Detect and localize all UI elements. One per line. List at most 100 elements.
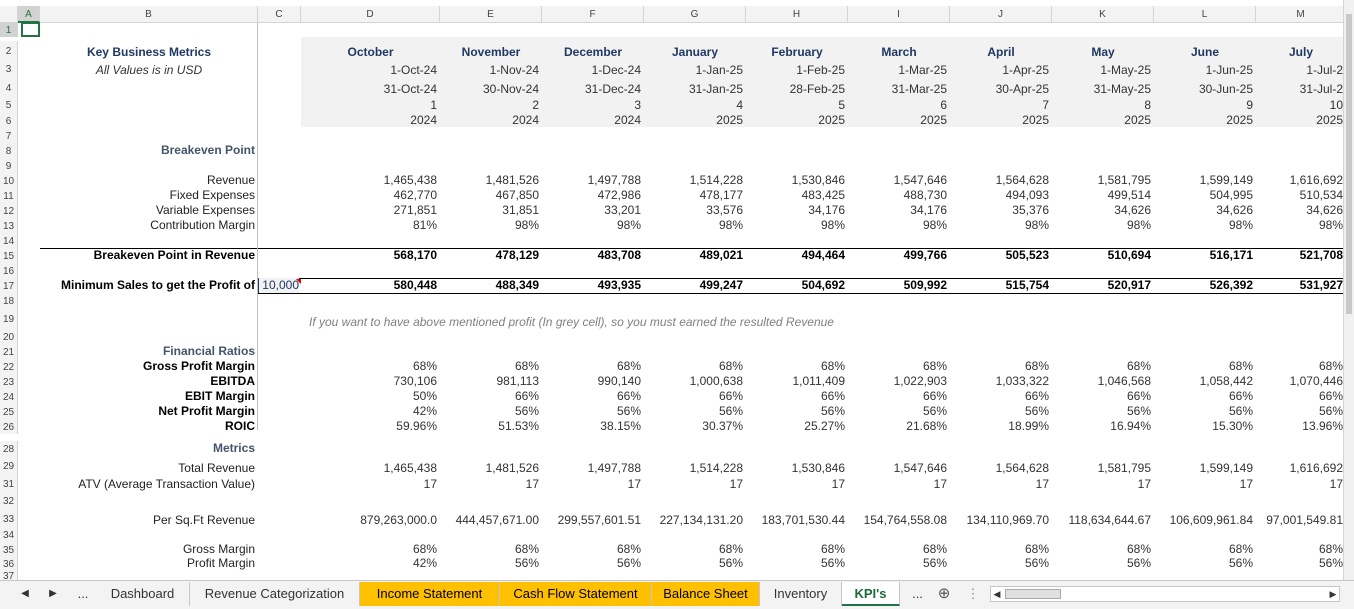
value-cell[interactable]: 68% <box>1228 359 1253 373</box>
value-cell[interactable]: 98% <box>1126 218 1151 232</box>
row-label[interactable]: Gross Profit Margin <box>142 359 255 373</box>
per-sqft-value[interactable]: 183,701,530.44 <box>761 513 845 527</box>
value-cell[interactable]: 18.99% <box>1008 419 1049 433</box>
column-header-l[interactable]: L <box>1154 6 1256 23</box>
sheet-title[interactable]: Key Business Metrics <box>86 45 212 59</box>
units-note[interactable]: All Values is in USD <box>95 63 203 77</box>
value-cell[interactable]: 33,201 <box>604 203 641 217</box>
per-sqft-value[interactable]: 106,609,961.84 <box>1169 513 1253 527</box>
value-cell[interactable]: 98% <box>514 218 539 232</box>
value-cell[interactable]: 34,176 <box>808 203 845 217</box>
scroll-left-icon[interactable]: ◀ <box>993 589 1001 599</box>
min-sales-value[interactable]: 493,935 <box>597 278 641 292</box>
profit-margin-value[interactable]: 56% <box>514 556 539 570</box>
value-cell[interactable]: 66% <box>820 389 845 403</box>
per-sqft-value[interactable]: 154,764,558.08 <box>863 513 947 527</box>
value-cell[interactable]: 13.96% <box>1302 419 1343 433</box>
profit-margin-value[interactable]: 42% <box>412 556 437 570</box>
period-start-date[interactable]: 1-Jan-25 <box>695 63 743 77</box>
value-cell[interactable]: 98% <box>922 218 947 232</box>
period-number[interactable]: 2 <box>532 98 539 112</box>
month-header[interactable]: April <box>987 45 1015 59</box>
row-header-10[interactable]: 10 <box>0 173 18 188</box>
value-cell[interactable]: 34,626 <box>1216 203 1253 217</box>
period-end-date[interactable]: 30-Apr-25 <box>995 82 1049 96</box>
row-header-20[interactable]: 20 <box>0 330 18 344</box>
horizontal-scrollbar[interactable]: ◀ ▶ <box>990 586 1340 602</box>
value-cell[interactable]: 494,093 <box>1005 188 1049 202</box>
month-header[interactable]: December <box>563 45 623 59</box>
value-cell[interactable]: 1,033,322 <box>995 374 1049 388</box>
period-number[interactable]: 4 <box>736 98 743 112</box>
gross-margin-value[interactable]: 68% <box>1126 542 1151 556</box>
row-header-3[interactable]: 3 <box>0 60 18 78</box>
atv-value[interactable]: 17 <box>1137 477 1151 491</box>
min-sales-value[interactable]: 499,247 <box>699 278 743 292</box>
value-cell[interactable]: 66% <box>514 389 539 403</box>
row-header-4[interactable]: 4 <box>0 78 18 97</box>
row-label[interactable]: Revenue <box>206 173 255 187</box>
period-end-date[interactable]: 31-May-25 <box>1093 82 1151 96</box>
value-cell[interactable]: 31,851 <box>502 203 539 217</box>
period-start-date[interactable]: 1-Apr-25 <box>1002 63 1049 77</box>
value-cell[interactable]: 66% <box>1318 389 1343 403</box>
value-cell[interactable]: 66% <box>718 389 743 403</box>
value-cell[interactable]: 467,850 <box>495 188 539 202</box>
row-header-8[interactable]: 8 <box>0 143 18 158</box>
row-header-28[interactable]: 28 <box>0 441 18 456</box>
row-header-14[interactable]: 14 <box>0 233 18 248</box>
column-header-k[interactable]: K <box>1052 6 1154 23</box>
total-revenue-value[interactable]: 1,530,846 <box>791 461 845 475</box>
value-cell[interactable]: 478,177 <box>699 188 743 202</box>
row-header-25[interactable]: 25 <box>0 404 18 419</box>
value-cell[interactable]: 504,995 <box>1209 188 1253 202</box>
row-label[interactable]: Total Revenue <box>178 461 255 475</box>
total-revenue-value[interactable]: 1,581,795 <box>1097 461 1151 475</box>
per-sqft-value[interactable]: 97,001,549.81 <box>1266 513 1343 527</box>
atv-value[interactable]: 17 <box>525 477 539 491</box>
value-cell[interactable]: 51.53% <box>498 419 539 433</box>
period-end-date[interactable]: 31-Jul-2 <box>1299 82 1343 96</box>
row-label[interactable]: ATV (Average Transaction Value) <box>78 477 255 491</box>
period-year[interactable]: 2024 <box>410 113 437 127</box>
bep-value[interactable]: 568,170 <box>393 248 437 262</box>
period-year[interactable]: 2025 <box>1226 113 1253 127</box>
active-cell-a1[interactable] <box>21 22 40 37</box>
profit-margin-value[interactable]: 56% <box>1024 556 1049 570</box>
column-header-e[interactable]: E <box>440 6 542 23</box>
value-cell[interactable]: 68% <box>412 359 437 373</box>
period-number[interactable]: 1 <box>430 98 437 112</box>
horizontal-scroll-thumb[interactable] <box>1005 589 1061 599</box>
profit-margin-value[interactable]: 56% <box>718 556 743 570</box>
row-label[interactable]: Contribution Margin <box>150 218 255 232</box>
per-sqft-value[interactable]: 134,110,969.70 <box>966 513 1049 527</box>
column-header-f[interactable]: F <box>542 6 644 23</box>
period-number[interactable]: 10 <box>1329 98 1343 112</box>
row-header-5[interactable]: 5 <box>0 97 18 113</box>
row-label[interactable]: EBITDA <box>210 374 255 388</box>
period-number[interactable]: 6 <box>940 98 947 112</box>
month-header[interactable]: November <box>461 45 521 59</box>
value-cell[interactable]: 68% <box>1318 359 1343 373</box>
value-cell[interactable]: 56% <box>1228 404 1253 418</box>
month-header[interactable]: March <box>881 45 917 59</box>
row-header-24[interactable]: 24 <box>0 389 18 404</box>
value-cell[interactable]: 81% <box>412 218 437 232</box>
gross-margin-value[interactable]: 68% <box>514 542 539 556</box>
per-sqft-value[interactable]: 227,134,131.20 <box>659 513 743 527</box>
month-header[interactable]: July <box>1288 45 1313 59</box>
row-label[interactable]: Per Sq.Ft Revenue <box>152 513 255 527</box>
atv-value[interactable]: 17 <box>1035 477 1049 491</box>
vertical-scroll-thumb[interactable] <box>1346 14 1352 314</box>
value-cell[interactable]: 66% <box>1126 389 1151 403</box>
row-header-18[interactable]: 18 <box>0 293 18 308</box>
section-breakeven[interactable]: Breakeven Point <box>160 143 255 157</box>
profit-margin-value[interactable]: 56% <box>616 556 641 570</box>
value-cell[interactable]: 271,851 <box>393 203 437 217</box>
period-end-date[interactable]: 28-Feb-25 <box>789 82 845 96</box>
row-header-7[interactable]: 7 <box>0 128 18 143</box>
period-end-date[interactable]: 30-Jun-25 <box>1198 82 1253 96</box>
period-start-date[interactable]: 1-Jul-2 <box>1306 63 1343 77</box>
value-cell[interactable]: 56% <box>1318 404 1343 418</box>
